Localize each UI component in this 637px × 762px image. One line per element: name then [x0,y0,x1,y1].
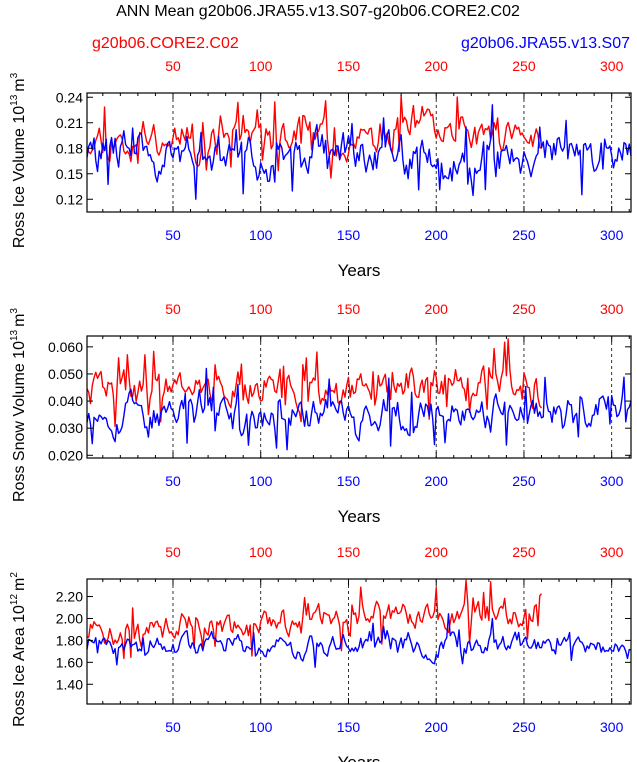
x-tick-label-top: 100 [249,58,273,74]
y-tick-label: 0.030 [48,420,83,436]
x-tick-label-top: 300 [600,301,624,317]
plot-frame [86,92,632,213]
series-line-blue [86,367,632,451]
x-tick-label-top: 50 [165,544,181,560]
x-tick-label-bottom: 200 [425,719,449,735]
x-tick-label-top: 100 [249,301,273,317]
y-axis-title: Ross Snow Volume 1013m3 [9,308,28,502]
x-tick-label-top: 250 [512,58,536,74]
x-tick-label-bottom: 300 [600,719,624,735]
y-tick-label: 0.15 [56,166,83,182]
y-tick-label: 0.020 [48,447,83,463]
x-tick-label-bottom: 50 [165,227,181,243]
y-tick-label: 0.18 [56,140,83,156]
x-tick-label-bottom: 150 [337,473,361,489]
y-axis-title: Ross Ice Area 1012m2 [9,572,28,727]
series-line-blue [86,104,632,200]
plot-frame [86,578,632,705]
x-tick-label-bottom: 150 [337,719,361,735]
x-tick-label-bottom: 100 [249,719,273,735]
x-tick-label-bottom: 300 [600,227,624,243]
x-tick-label-top: 50 [165,301,181,317]
y-tick-label: 0.21 [56,115,83,131]
y-tick-label: 0.060 [48,339,83,355]
x-tick-label-bottom: 100 [249,473,273,489]
x-tick-label-top: 300 [600,58,624,74]
x-tick-label-bottom: 300 [600,473,624,489]
x-tick-label-top: 300 [600,544,624,560]
legend-red-label: g20b06.CORE2.C02 [92,35,239,52]
x-tick-label-top: 150 [337,301,361,317]
x-tick-label-top: 100 [249,544,273,560]
x-tick-label-bottom: 100 [249,227,273,243]
x-tick-label-top: 150 [337,58,361,74]
x-tick-label-bottom: 250 [512,719,536,735]
x-tick-label-top: 200 [425,58,449,74]
x-tick-label-bottom: 50 [165,719,181,735]
y-tick-label: 0.040 [48,393,83,409]
x-tick-label-top: 250 [512,544,536,560]
panel-area: 1.40 1.60 1.80 2.00 2.20 50 100 150 200 250 300 50 1… [9,544,632,762]
y-tick-label: 2.00 [56,610,83,626]
y-tick-label: 1.80 [56,632,83,648]
y-tick-label: 1.60 [56,654,83,670]
x-tick-label-top: 250 [512,301,536,317]
series-line-red [86,338,543,428]
y-tick-label: 2.20 [56,589,83,605]
series-line-red [86,579,543,660]
y-axis-title: Ross Ice Volume 1013m3 [9,72,28,248]
x-tick-label-bottom: 150 [337,227,361,243]
x-tick-label-top: 200 [425,301,449,317]
y-tick-label: 0.050 [48,366,83,382]
x-axis-title: Years [338,261,381,280]
x-tick-label-bottom: 250 [512,227,536,243]
y-tick-label: 1.40 [56,676,83,692]
y-tick-label: 0.12 [56,191,83,207]
x-tick-label-bottom: 250 [512,473,536,489]
x-tick-label-bottom: 200 [425,473,449,489]
x-tick-label-top: 200 [425,544,449,560]
panel-volume: 0.12 0.15 0.18 0.21 0.24 50 100 150 200 250 300 50 1… [9,58,632,280]
plot-frame [86,335,632,459]
x-tick-label-bottom: 50 [165,473,181,489]
y-tick-label: 0.24 [56,89,83,105]
panel-snow: 0.020 0.030 0.040 0.050 0.060 50 100 150 200 250 3… [9,301,632,526]
x-tick-label-top: 50 [165,58,181,74]
x-tick-label-bottom: 200 [425,227,449,243]
legend-blue-label: g20b06.JRA55.v13.S07 [461,35,630,52]
x-axis-title: Years [338,753,381,762]
chart-title: ANN Mean g20b06.JRA55.v13.S07-g20b06.COR… [116,3,520,20]
x-axis-title: Years [338,507,381,526]
series-line-blue [86,613,632,668]
x-tick-label-top: 150 [337,544,361,560]
